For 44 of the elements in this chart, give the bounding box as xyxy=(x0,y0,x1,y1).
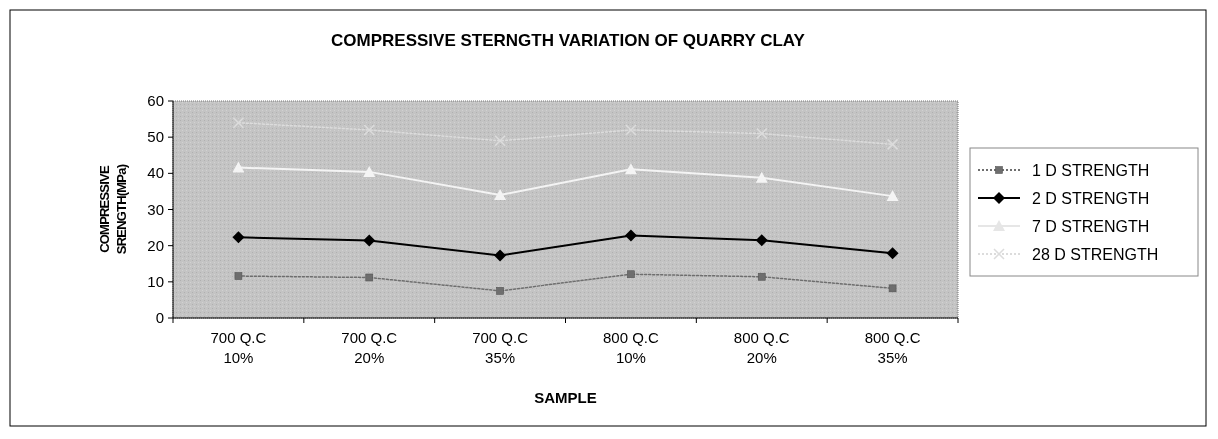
point xyxy=(232,231,245,244)
point xyxy=(494,135,506,147)
y-tick-label: 0 xyxy=(155,309,164,326)
point xyxy=(756,127,768,140)
point xyxy=(886,138,899,151)
x-tick-label: 700 Q.C 10% xyxy=(210,329,267,366)
point xyxy=(234,272,243,280)
point xyxy=(363,165,376,177)
y-tick-label: 60 xyxy=(147,92,164,109)
point xyxy=(363,124,375,136)
point xyxy=(757,272,766,281)
x-tick-label: 800 Q.C 10% xyxy=(602,329,660,366)
point xyxy=(496,287,504,295)
point xyxy=(624,229,637,242)
point xyxy=(363,234,376,247)
point xyxy=(494,249,507,262)
point xyxy=(232,116,245,129)
point xyxy=(624,163,637,175)
x-tick-label: 700 Q.C 20% xyxy=(341,329,398,366)
x-tick-label: 700 Q.C 35% xyxy=(472,329,529,366)
y-tick-label: 30 xyxy=(147,200,164,218)
legend-label: 1 D STRENGTH xyxy=(1032,162,1150,179)
point xyxy=(886,190,899,202)
point xyxy=(886,247,899,260)
x-axis-title: SAMPLE xyxy=(534,389,597,406)
y-tick-label: 40 xyxy=(147,164,164,182)
point xyxy=(494,189,507,201)
point xyxy=(232,161,245,173)
y-axis-title: COMPRESSIVE SRENGTH(MPa) xyxy=(97,164,129,255)
legend-label: 2 D STRENGTH xyxy=(1032,190,1150,207)
y-tick-label: 20 xyxy=(147,236,164,254)
y-tick-label: 50 xyxy=(147,128,164,146)
y-tick-label: 10 xyxy=(147,272,164,290)
chart-title: COMPRESSIVE STERNGTH VARIATION OF QUARRY CLAY xyxy=(331,31,806,50)
point xyxy=(888,284,897,293)
x-tick-label: 800 Q.C 35% xyxy=(864,329,921,366)
point xyxy=(625,124,637,136)
point xyxy=(755,234,768,247)
legend-label: 7 D STRENGTH xyxy=(1032,218,1150,235)
x-tick-label: 800 Q.C 20% xyxy=(733,329,790,366)
point xyxy=(755,171,768,183)
point xyxy=(365,273,374,282)
legend-label: 28 D STRENGTH xyxy=(1032,246,1159,263)
point xyxy=(627,270,635,279)
